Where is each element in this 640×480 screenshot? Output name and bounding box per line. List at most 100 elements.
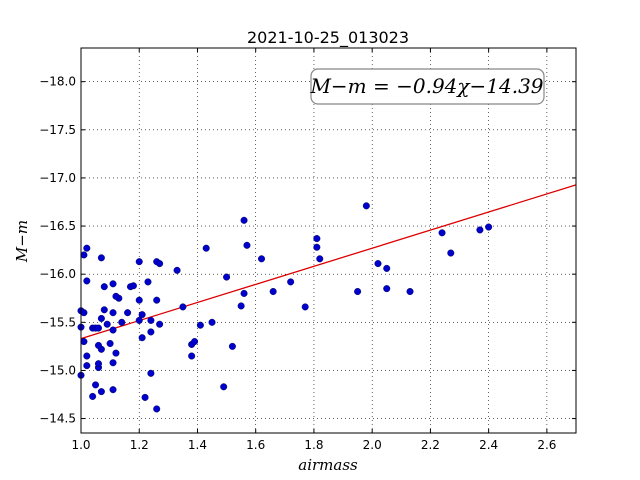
data-point [89,392,97,400]
data-point [220,383,228,391]
data-point [103,320,111,328]
x-tick-label: 2.4 [479,438,498,452]
data-point [240,216,248,224]
data-point [237,302,245,310]
x-tick-label: 1.4 [188,438,207,452]
fit-line [80,184,577,340]
data-point [406,288,414,296]
data-point [112,349,120,357]
data-point [447,249,455,257]
data-point [354,288,362,296]
data-point [83,362,91,370]
data-point [106,339,114,347]
data-point [208,318,216,326]
y-tick-label: −16.0 [39,267,76,281]
axis-ticks [80,48,576,433]
data-point [287,278,295,286]
data-point [313,235,321,243]
y-tick-label: −18.0 [39,75,76,89]
data-point [135,296,143,304]
data-point [80,338,88,346]
data-point [109,309,117,317]
data-point [83,244,91,252]
y-tick-label: −15.5 [39,315,76,329]
data-point [438,229,446,237]
x-tick-label: 2.0 [363,438,382,452]
data-point [109,359,117,367]
y-tick-label: −16.5 [39,219,76,233]
data-point [97,314,105,322]
data-point [147,369,155,377]
plot-frame [80,47,577,434]
data-point [269,288,277,296]
data-point [80,309,88,317]
data-point [188,352,196,360]
data-point [94,324,102,332]
data-point [313,243,321,251]
data-point [223,273,231,281]
x-tick-label: 1.2 [130,438,149,452]
data-point [83,277,91,285]
data-point [202,244,210,252]
data-point [138,334,146,342]
data-point [191,338,199,346]
data-point [94,341,102,349]
data-point [153,296,161,304]
y-tick-label: −17.5 [39,123,76,137]
data-point [112,292,120,300]
data-point [228,342,236,350]
data-point [129,282,137,290]
y-tick-label: −17.0 [39,171,76,185]
data-point [135,316,143,324]
x-tick-label: 1.8 [304,438,323,452]
data-point [173,266,181,274]
data-point [374,260,382,268]
data-point [240,289,248,297]
data-point [94,360,102,368]
data-points [77,202,493,413]
data-point [156,320,164,328]
y-tick-label: −14.5 [39,412,76,426]
data-point [243,241,251,249]
x-axis-label: airmass [298,456,358,474]
data-point [118,318,126,326]
data-point [147,316,155,324]
chart-title: 2021-10-25_013023 [247,28,409,48]
x-tick-label: 2.6 [537,438,556,452]
data-point [258,255,266,263]
data-point [383,285,391,293]
data-point [138,311,146,319]
data-point [383,264,391,272]
y-axis-label: M−m [13,220,31,263]
data-point [141,393,149,401]
x-tick-label: 1.0 [71,438,90,452]
data-point [92,381,100,389]
annotation-frame [310,68,545,105]
grid-lines [80,48,576,433]
plot-background [81,48,576,433]
x-tick-label: 1.6 [246,438,265,452]
data-point [109,280,117,288]
data-point [100,283,108,291]
data-point [144,278,152,286]
fit-equation: M−m = −0.94χ−14.39 [309,74,543,98]
data-point [124,309,132,317]
annotation-box: M−m = −0.94χ−14.39 [309,68,545,105]
fit-line-group [80,184,577,340]
data-point [156,260,164,268]
data-point [83,352,91,360]
data-point [147,328,155,336]
data-point [153,405,161,413]
data-point [485,223,493,231]
data-point [100,306,108,314]
y-tick-label: −15.0 [39,363,76,377]
plot-area [77,47,577,434]
data-point [97,254,105,262]
data-point [179,303,187,311]
data-point [109,386,117,394]
data-point [97,388,105,396]
x-tick-label: 2.2 [421,438,440,452]
data-point [109,326,117,334]
data-point [316,255,324,263]
